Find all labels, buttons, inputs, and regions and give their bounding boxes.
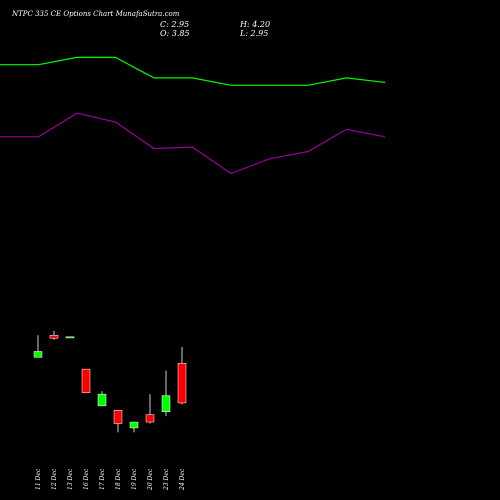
- x-tick-label: 17 Dec: [99, 468, 106, 490]
- x-tick-label: 13 Dec: [67, 468, 74, 490]
- candle-16-dec: [81, 368, 91, 393]
- candle-17-dec: [97, 391, 107, 407]
- candle-18-dec: [113, 410, 123, 433]
- candle-11-dec: [33, 335, 43, 358]
- candle-19-dec: [129, 421, 139, 433]
- candle-24-dec: [177, 347, 187, 405]
- candle-body: [97, 393, 107, 407]
- x-tick-label: 12 Dec: [51, 468, 58, 490]
- x-tick-label: 16 Dec: [83, 468, 90, 490]
- candle-body: [49, 335, 59, 339]
- open-readout: O: 3.85: [160, 29, 190, 38]
- high-readout: H: 4.20: [239, 20, 270, 29]
- low-readout: L: 2.95: [239, 29, 268, 38]
- candle-body: [161, 395, 171, 413]
- x-tick-label: 23 Dec: [163, 468, 170, 491]
- candle-body: [33, 351, 43, 358]
- candle-body: [81, 368, 91, 393]
- candle-body: [129, 421, 139, 429]
- candle-body: [177, 362, 187, 404]
- candle-12-dec: [49, 330, 59, 340]
- x-tick-label: 24 Dec: [179, 468, 186, 491]
- candle-body: [145, 414, 155, 423]
- x-axis-ticks: 11 Dec 12 Dec 13 Dec 16 Dec 17 Dec 18 Dec 19 D…: [35, 468, 186, 491]
- candle-body: [113, 410, 123, 424]
- x-tick-label: 11 Dec: [35, 468, 42, 490]
- chart-title: NTPC 335 CE Options Chart MunafaSutra.co…: [11, 10, 180, 18]
- x-tick-label: 19 Dec: [131, 468, 138, 490]
- upper-band-line: [0, 56, 386, 86]
- candle-13-dec: [65, 336, 75, 339]
- candles-group: [33, 330, 187, 433]
- indicator-lines: [0, 56, 386, 175]
- lower-band-line: [0, 112, 386, 175]
- candle-body: [65, 336, 75, 339]
- close-readout: C: 2.95: [160, 20, 189, 29]
- candle-20-dec: [145, 394, 155, 424]
- x-tick-label: 20 Dec: [147, 468, 154, 491]
- candle-23-dec: [161, 370, 171, 417]
- x-tick-label: 18 Dec: [115, 468, 122, 490]
